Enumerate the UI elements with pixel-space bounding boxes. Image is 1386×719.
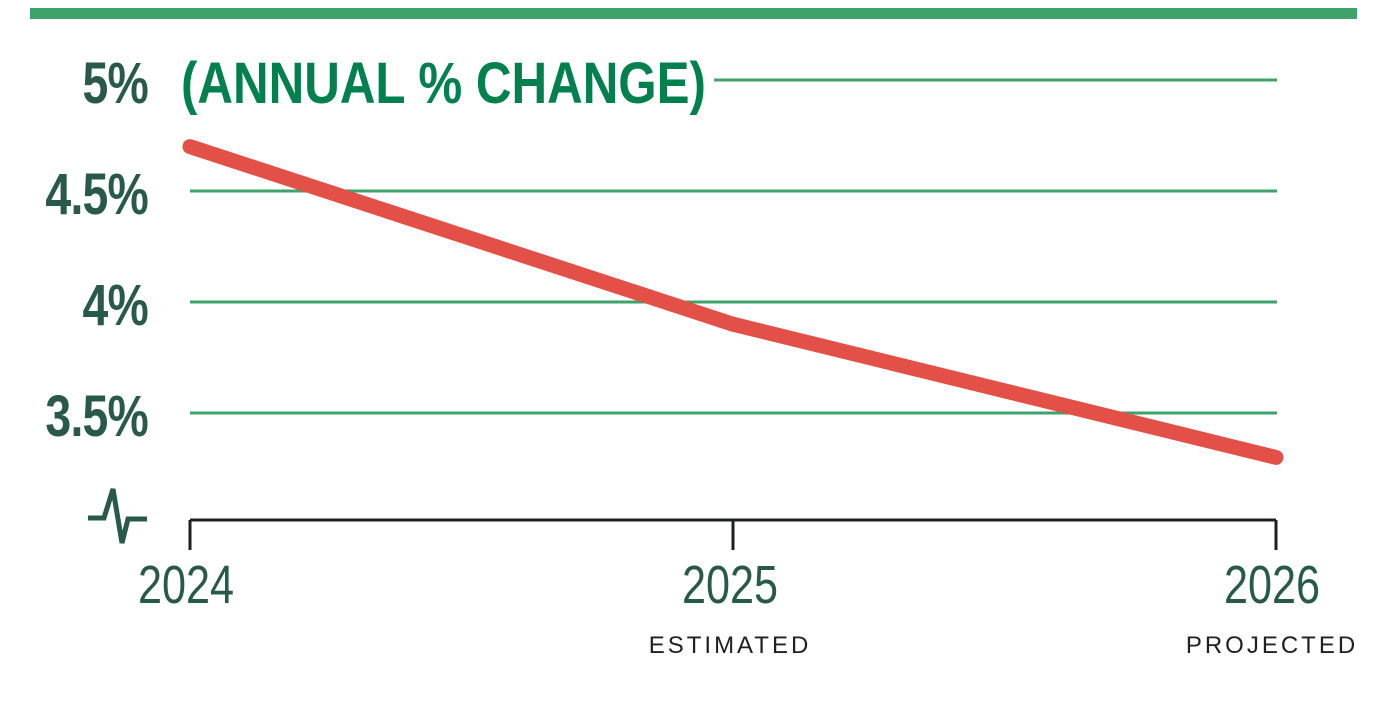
- y-tick-label-4: 4%: [82, 273, 149, 338]
- trend-line: [182, 139, 1284, 465]
- axis-break-icon: [88, 488, 147, 544]
- x-tick-label-2026: 2026: [1223, 555, 1321, 615]
- x-tick-label-2025: 2025: [681, 555, 779, 615]
- y-tick-label-4-5: 4.5%: [45, 162, 148, 227]
- x-tick-label-2024: 2024: [137, 555, 235, 615]
- x-sublabel-estimated: ESTIMATED: [648, 632, 812, 659]
- top-accent-bar: [30, 8, 1357, 19]
- x-axis: [188, 518, 1278, 550]
- chart-title: (ANNUAL % CHANGE): [181, 51, 706, 116]
- x-sublabel-projected: PROJECTED: [1185, 632, 1359, 659]
- gridlines: [190, 78, 1277, 415]
- y-tick-label-3-5: 3.5%: [45, 384, 148, 449]
- y-tick-label-5: 5%: [82, 51, 149, 116]
